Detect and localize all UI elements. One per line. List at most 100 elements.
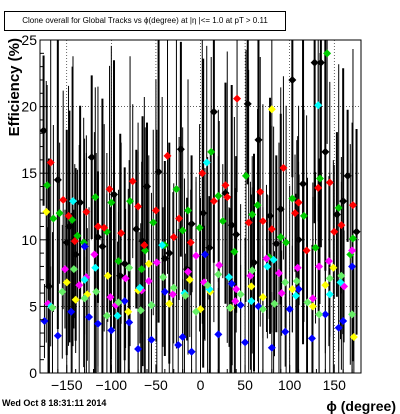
data-point (276, 233, 285, 242)
data-point (225, 273, 234, 282)
data-point (258, 217, 267, 226)
y-tick-label: 10 (21, 232, 37, 248)
data-point (227, 279, 236, 288)
data-point (75, 281, 84, 290)
data-point (160, 254, 169, 263)
x-tick-label: 50 (237, 377, 253, 393)
data-point (116, 271, 125, 280)
timestamp: Wed Oct 8 18:31:11 2014 (2, 398, 107, 408)
data-point (310, 58, 319, 67)
data-point (256, 187, 265, 196)
data-point (125, 318, 134, 327)
y-tick-label: 25 (21, 32, 37, 48)
data-point (48, 303, 57, 312)
data-point (175, 214, 184, 223)
data-point (314, 183, 323, 192)
data-point (262, 254, 271, 263)
data-point (215, 261, 224, 270)
data-point (248, 266, 257, 275)
data-point (93, 319, 102, 328)
data-point (325, 178, 334, 187)
data-point (243, 99, 252, 108)
data-point (107, 326, 116, 335)
data-point (325, 274, 334, 283)
data-point (214, 191, 223, 200)
data-point (263, 262, 272, 271)
data-point (236, 301, 245, 310)
data-point (144, 277, 153, 286)
data-point (106, 293, 115, 302)
axis-ticks (40, 39, 353, 374)
data-point (132, 225, 141, 234)
data-point (299, 211, 308, 220)
data-point (121, 274, 130, 283)
y-axis-label: Efficiency (%) (6, 38, 23, 136)
data-point (352, 227, 361, 236)
data-point (337, 271, 346, 280)
data-point (46, 158, 55, 167)
data-point (308, 294, 317, 303)
data-point (60, 265, 69, 274)
data-point (140, 241, 149, 250)
data-point (343, 171, 352, 180)
data-point (98, 242, 107, 251)
data-point (325, 290, 334, 299)
data-point (93, 233, 102, 242)
data-point (80, 242, 89, 251)
data-point (62, 238, 71, 247)
data-point (62, 278, 71, 287)
data-point (232, 230, 241, 239)
data-point (205, 243, 214, 252)
x-tick-label: −150 (51, 377, 83, 393)
data-point (315, 174, 324, 183)
data-point (160, 287, 169, 296)
data-point (187, 347, 196, 356)
data-point (336, 278, 345, 287)
data-point (337, 221, 346, 230)
data-point (281, 327, 290, 336)
data-point (149, 218, 158, 227)
data-point (279, 163, 288, 172)
data-point (236, 290, 245, 299)
data-point (277, 289, 286, 298)
data-point (165, 299, 174, 308)
data-point (169, 283, 178, 292)
data-point (91, 263, 100, 272)
x-tick-label: 150 (323, 377, 347, 393)
data-point (102, 311, 111, 320)
data-point (68, 197, 77, 206)
data-point (241, 338, 250, 347)
data-point (307, 334, 316, 343)
data-point (214, 330, 223, 339)
y-tick-label: 0 (29, 365, 37, 381)
data-point (321, 281, 330, 290)
data-point (200, 250, 209, 259)
data-point (69, 265, 78, 274)
data-point (187, 219, 196, 228)
data-point (316, 58, 325, 67)
data-point (43, 181, 52, 190)
data-point (125, 263, 134, 272)
data-point (144, 259, 153, 268)
data-point (292, 277, 301, 286)
data-point (117, 229, 126, 238)
data-point (288, 75, 297, 84)
data-point (58, 287, 67, 296)
data-point (330, 227, 339, 236)
data-point (151, 206, 160, 215)
data-point (165, 249, 174, 258)
data-point (178, 226, 187, 235)
data-point (315, 310, 324, 319)
data-point (244, 218, 253, 227)
data-point (64, 211, 73, 220)
data-point (195, 223, 204, 232)
data-point (185, 275, 194, 284)
data-point (126, 197, 135, 206)
data-point (137, 265, 146, 274)
data-point (53, 331, 62, 340)
data-point (241, 171, 250, 180)
data-point (136, 306, 145, 315)
data-point (92, 287, 101, 296)
data-point (302, 246, 311, 255)
data-point (158, 241, 167, 250)
